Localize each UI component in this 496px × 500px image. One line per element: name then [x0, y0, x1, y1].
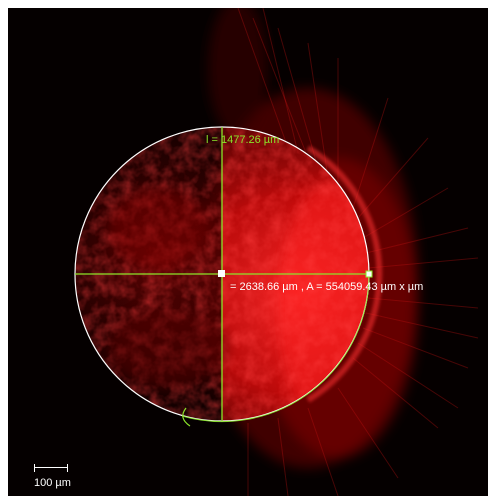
radiating-fibers [237, 8, 479, 496]
diameter-label: l = 1477.26 µm [206, 134, 280, 146]
circumference-area-label: = 2638.66 µm , A = 554059.43 µm x µm [230, 281, 424, 293]
arc-start-marker [182, 407, 191, 427]
scale-bar-left-tick [34, 464, 35, 472]
scale-bar-line [34, 467, 68, 468]
edge-handle[interactable] [365, 270, 373, 278]
bright-rim [306, 145, 383, 403]
center-handle[interactable] [218, 270, 225, 277]
scale-bar-right-tick [67, 464, 68, 472]
green-arc [181, 273, 370, 423]
micrograph-image [8, 8, 488, 496]
scale-bar-label: 100 µm [34, 477, 71, 489]
micrograph-frame: l = 1477.26 µm = 2638.66 µm , A = 554059… [8, 8, 488, 496]
scale-bar [34, 464, 68, 472]
